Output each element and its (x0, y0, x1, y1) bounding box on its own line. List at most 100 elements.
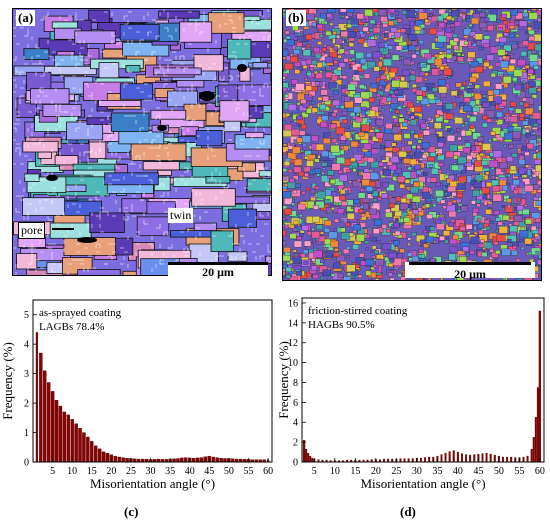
y-axis-label: Frequency (%) (0, 342, 15, 420)
scalebar-b-text: 20 μm (454, 267, 486, 281)
bar (526, 455, 529, 463)
y-tick-label: 1 (24, 428, 29, 439)
bar (219, 458, 223, 463)
bar (211, 456, 215, 463)
y-tick-label: 6 (293, 398, 298, 409)
y-tick-label: 4 (293, 418, 298, 429)
bar (54, 400, 59, 463)
x-tick-label: 60 (535, 466, 545, 477)
x-tick-label: 30 (146, 466, 156, 477)
y-tick-label: 12 (288, 338, 298, 349)
x-tick-label: 5 (312, 466, 317, 477)
bar (399, 458, 402, 463)
bar (506, 456, 509, 463)
grains-b (282, 8, 542, 281)
bar (86, 436, 90, 463)
bar (452, 450, 455, 463)
x-tick-label: 45 (204, 466, 214, 477)
bar (403, 458, 406, 463)
bar (489, 453, 492, 463)
y-tick-label: 8 (293, 378, 298, 389)
bar (70, 419, 74, 463)
bar (473, 454, 476, 463)
bar (82, 432, 86, 463)
x-tick-label: 55 (243, 466, 253, 477)
bar (39, 352, 43, 463)
bar (50, 391, 55, 463)
bar (411, 458, 414, 463)
bar (514, 457, 517, 463)
pore-arrow (52, 228, 74, 230)
bar (538, 310, 542, 463)
y-tick-label: 0 (24, 458, 29, 469)
bar (180, 457, 184, 463)
bar (302, 439, 306, 463)
bar (184, 457, 188, 463)
y-tick-label: 0 (293, 458, 298, 469)
bar (432, 456, 435, 463)
x-tick-label: 25 (126, 466, 136, 477)
boundary-fraction: HAGBs 90.5% (308, 319, 375, 331)
y-tick-label: 16 (288, 298, 298, 309)
x-tick-label: 45 (473, 466, 483, 477)
bar (215, 457, 219, 463)
x-tick-label: 10 (67, 466, 77, 477)
x-tick-label: 35 (165, 466, 175, 477)
chart-d: 5 10 15 20 25 30 35 40 45 50 55 60 0 2 4 6 8 10 12 14 16 Miso… (278, 290, 550, 495)
chart-c: 5 10 15 20 25 30 35 40 45 50 55 60 0 1 2 3 4 5 Misorientat… (0, 290, 278, 495)
bar (481, 453, 484, 463)
bar (311, 457, 314, 463)
y-axis-label: Frequency (%) (278, 341, 291, 419)
bar (444, 452, 447, 463)
bar (35, 332, 39, 463)
ebsd-map-b (282, 8, 542, 281)
bar (532, 436, 535, 463)
bar (223, 458, 227, 463)
x-tick-label: 55 (514, 466, 524, 477)
ebsd-map-a (12, 8, 272, 276)
bar (66, 414, 70, 463)
bar (407, 458, 410, 463)
bar (121, 457, 125, 463)
bar (485, 452, 488, 463)
y-tick-label: 5 (24, 310, 29, 321)
bar (448, 451, 451, 463)
x-tick-label: 40 (185, 466, 195, 477)
x-axis-label: Misorientation angle (°) (360, 476, 485, 491)
y-tick-label: 3 (24, 369, 29, 380)
x-tick-label: 60 (263, 466, 273, 477)
bar (125, 458, 129, 463)
bar (460, 453, 463, 463)
bar (191, 458, 196, 463)
x-tick-label: 5 (50, 466, 55, 477)
x-tick-label: 35 (432, 466, 442, 477)
bar (309, 455, 312, 463)
pores-a (46, 64, 247, 243)
plot-frame (32, 299, 273, 463)
bar (424, 457, 427, 463)
x-tick-label: 20 (106, 466, 116, 477)
plot-frame (301, 297, 545, 463)
chart-d-svg: 5 10 15 20 25 30 35 40 45 50 55 60 0 2 4 6 8 10 12 14 16 Miso… (278, 297, 545, 491)
bar (101, 451, 106, 463)
bar (305, 448, 308, 463)
bar (510, 456, 513, 463)
bar (46, 382, 51, 463)
bar (43, 370, 47, 463)
bar (199, 457, 204, 463)
panel-b-label: (b) (286, 10, 306, 26)
micrograph-a (12, 8, 272, 276)
bars (35, 332, 270, 463)
bar (58, 405, 63, 463)
bar (78, 427, 82, 463)
caption-c: (c) (124, 504, 139, 519)
caption-d: (d) (400, 504, 416, 519)
twin-label: twin (168, 208, 194, 223)
bar (176, 458, 180, 463)
bar (117, 456, 121, 463)
bar (93, 445, 98, 463)
chart-c-svg: 5 10 15 20 25 30 35 40 45 50 55 60012345Misorientat… (0, 299, 273, 491)
coating-annotation: friction-stirred coating (308, 305, 408, 317)
bar (307, 452, 310, 463)
bar (74, 423, 78, 463)
